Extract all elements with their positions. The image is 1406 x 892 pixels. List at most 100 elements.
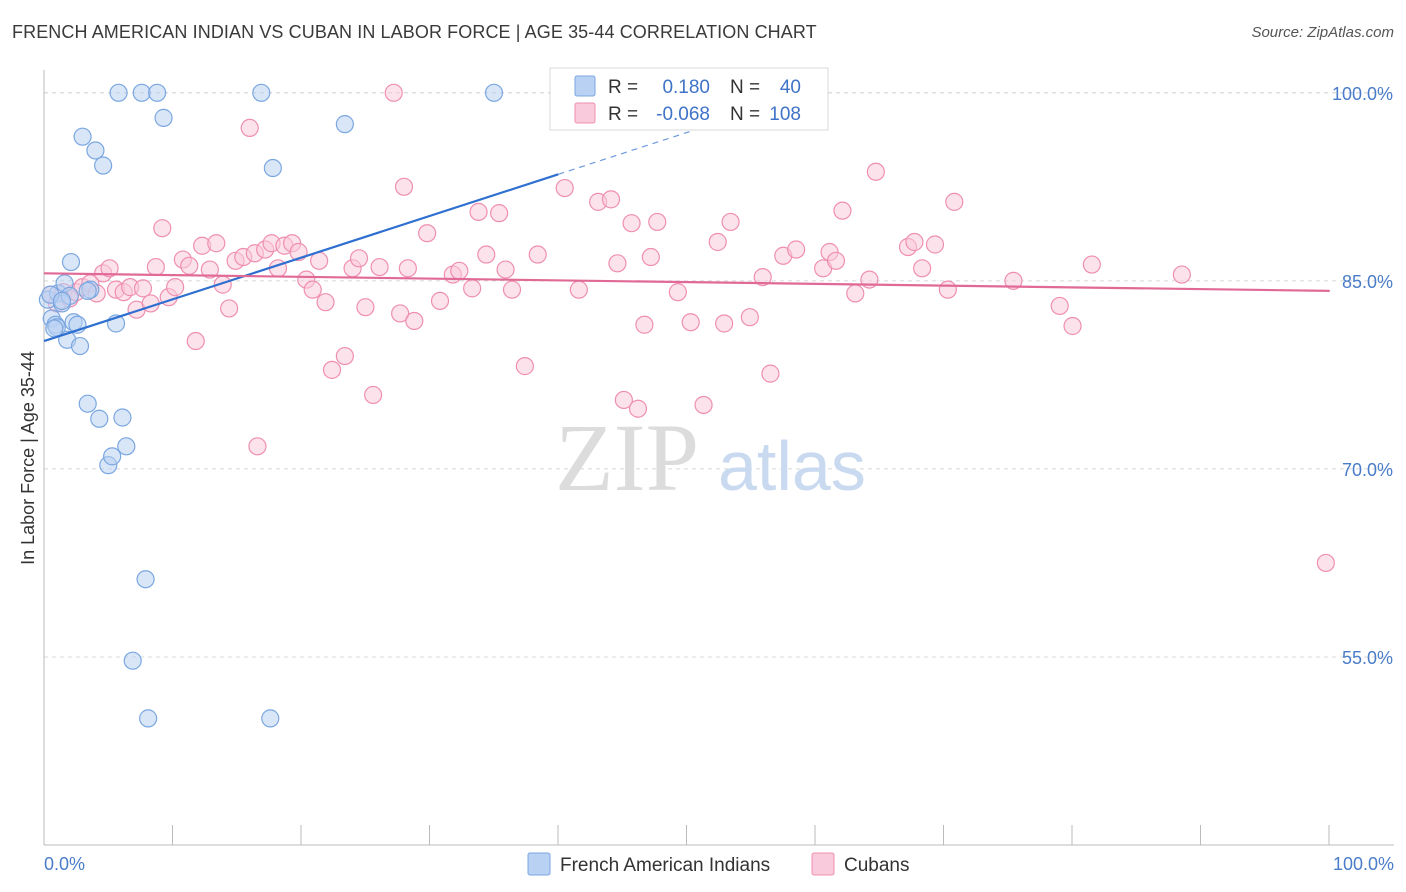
data-point [925, 235, 945, 254]
data-point [100, 259, 119, 278]
bottom-legend-label-french-american-indians: French American Indians [560, 855, 770, 876]
data-point [569, 280, 588, 299]
data-point [45, 319, 64, 338]
data-point [113, 408, 132, 427]
data-point [463, 279, 482, 298]
legend-n-value-1: 40 [780, 77, 801, 98]
watermark: ZIP atlas [555, 404, 866, 511]
data-point [477, 245, 496, 264]
legend-swatch-pink [574, 102, 596, 124]
data-point [370, 257, 389, 277]
data-point [148, 83, 167, 102]
data-point [787, 240, 806, 259]
data-point [430, 291, 450, 311]
data-point [681, 313, 700, 332]
data-point [528, 245, 547, 264]
data-point [608, 254, 627, 273]
data-point [721, 212, 740, 232]
data-point [117, 437, 136, 456]
watermark-atlas: atlas [718, 427, 866, 505]
data-point [614, 390, 633, 410]
data-point [364, 385, 383, 405]
data-point [938, 280, 957, 299]
data-point [635, 315, 654, 334]
data-point [356, 298, 375, 317]
data-point [622, 214, 641, 233]
data-point [398, 259, 417, 278]
data-point [133, 279, 153, 298]
data-point [668, 283, 687, 302]
data-point [945, 192, 964, 211]
y-tick-label: 55.0% [1342, 648, 1393, 668]
grid-lines [44, 92, 1394, 658]
y-tick-label: 100.0% [1332, 84, 1393, 104]
trend-line-extension [558, 123, 713, 175]
series-french-american-indians [38, 83, 504, 728]
data-point [207, 234, 226, 253]
data-point [220, 299, 239, 318]
data-point [180, 256, 199, 275]
data-point [628, 399, 648, 418]
data-point [240, 118, 259, 138]
data-point [123, 651, 142, 670]
data-point [555, 178, 574, 198]
trend-lines [43, 123, 1330, 343]
data-point [335, 346, 354, 366]
data-point [78, 281, 97, 300]
legend-n-value-2: 108 [769, 104, 801, 125]
data-point [335, 115, 354, 134]
data-point [694, 395, 713, 415]
data-point [641, 247, 660, 267]
data-point [450, 261, 469, 280]
y-axis-title: In Labor Force | Age 35-44 [18, 351, 38, 565]
data-point [490, 204, 509, 223]
data-point [833, 201, 852, 220]
trend-line-cubans [43, 272, 1330, 292]
data-point [753, 267, 772, 287]
data-point [186, 331, 205, 351]
data-point [913, 259, 932, 278]
data-point [648, 212, 667, 232]
data-point [469, 202, 488, 222]
data-point [708, 232, 727, 252]
watermark-zip: ZIP [555, 404, 699, 511]
legend-swatch-blue [574, 75, 596, 97]
data-point [200, 260, 219, 279]
data-point [94, 156, 113, 175]
data-point [252, 83, 271, 102]
data-point [154, 108, 173, 127]
source-label: Source: ZipAtlas.com [1251, 24, 1394, 41]
data-point [61, 252, 81, 272]
data-point [391, 304, 410, 323]
data-point [78, 394, 97, 413]
data-point [166, 278, 185, 297]
data-point [316, 293, 335, 312]
legend-r-label-1: R = [608, 77, 638, 98]
data-point [1172, 265, 1191, 284]
data-point [394, 177, 414, 196]
trend-line-french-american-indians [43, 173, 559, 343]
data-point [1004, 271, 1023, 290]
data-point [52, 291, 72, 311]
data-point [109, 83, 128, 102]
data-point [826, 251, 846, 270]
legend-r-value-2: -0.068 [656, 104, 710, 125]
data-point [715, 314, 734, 333]
data-point [846, 284, 865, 303]
data-point [866, 162, 885, 181]
stats-legend: R = 0.180 N = 40 R = -0.068 N = 108 [549, 67, 829, 131]
data-point [1063, 316, 1082, 336]
bottom-legend-swatch-pink [811, 852, 835, 876]
data-point [418, 224, 437, 243]
bottom-legend-label-cubans: Cubans [844, 855, 910, 876]
legend-r-label-2: R = [608, 104, 638, 125]
bottom-legend-swatch-blue [527, 852, 551, 876]
data-point [146, 257, 165, 277]
data-point [132, 83, 151, 102]
legend-r-value-1: 0.180 [662, 77, 710, 98]
data-point [761, 364, 780, 383]
data-point [384, 83, 403, 102]
data-point [322, 360, 342, 379]
data-point [153, 219, 172, 238]
